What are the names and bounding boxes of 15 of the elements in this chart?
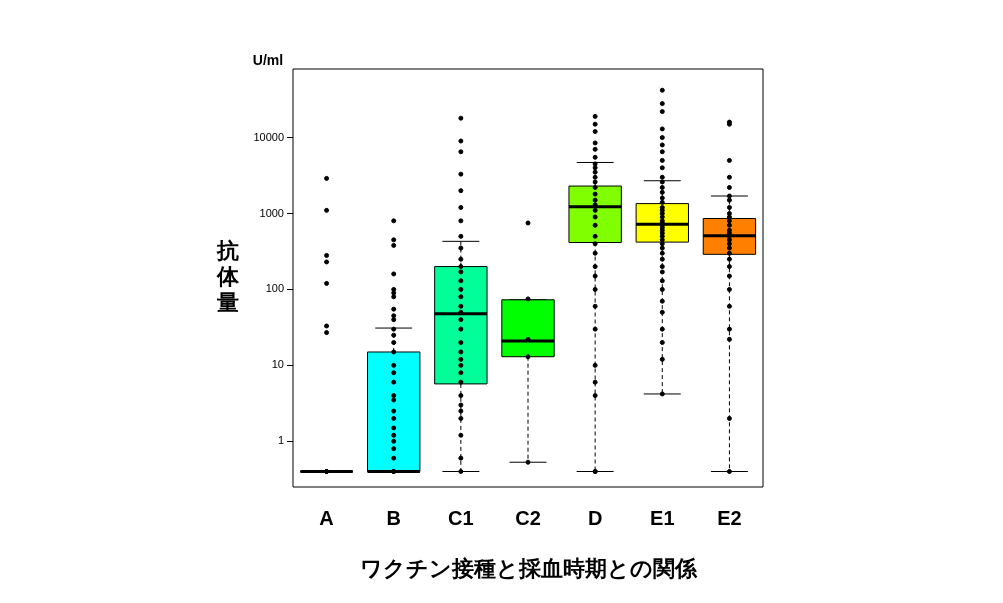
- x-axis-title: ワクチン接種と採血時期との関係: [359, 556, 698, 582]
- text: U/ml: [252, 51, 284, 68]
- x-tick-label: E2: [717, 506, 742, 529]
- x-tick-label: E1: [650, 506, 675, 529]
- y-tick-label: 10: [271, 358, 284, 371]
- y-tick-label: 1000: [259, 206, 284, 219]
- x-tick-label: D: [587, 506, 603, 529]
- y-tick-label: 1: [277, 434, 284, 447]
- y-axis-title: 抗体量: [216, 238, 240, 316]
- y-tick-label: 100: [265, 282, 284, 295]
- x-tick-label: A: [319, 506, 334, 529]
- y-tick-label: 10000: [253, 130, 284, 143]
- x-tick-label: B: [386, 506, 401, 529]
- x-tick-label: C1: [448, 506, 474, 529]
- x-tick-label: C2: [515, 506, 541, 529]
